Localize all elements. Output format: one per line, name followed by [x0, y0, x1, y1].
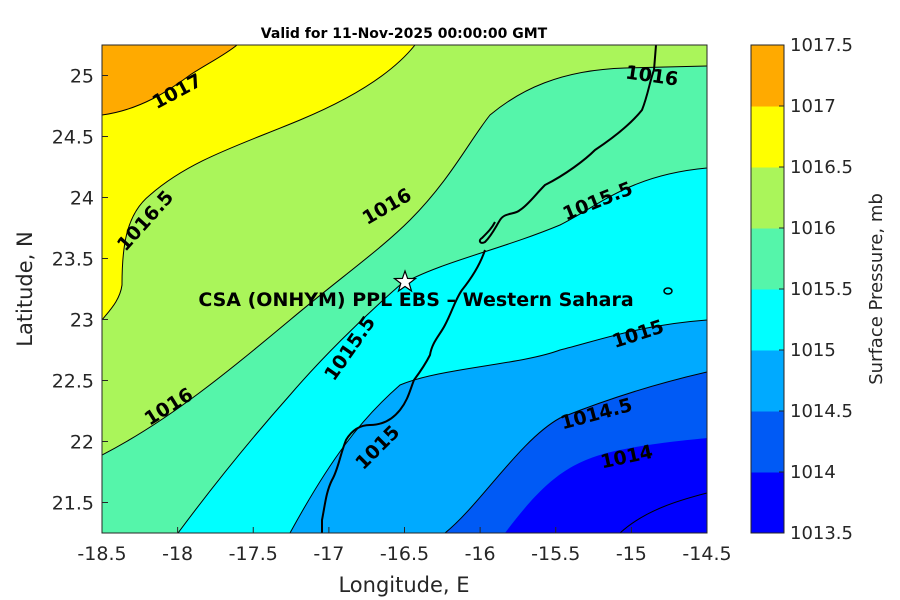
colorbar-swatch: [751, 106, 784, 168]
y-axis-label: Latitude, N: [13, 231, 37, 347]
x-tick-label: -16: [465, 543, 496, 565]
y-tick-label: 21.5: [52, 493, 94, 515]
x-tick-label: -17.5: [229, 543, 278, 565]
site-label: CSA (ONHYM) PPL EBS – Western Sahara: [198, 289, 633, 311]
colorbar-swatch: [751, 350, 784, 412]
y-tick-label: 24: [70, 188, 94, 210]
x-tick-label: -17: [313, 543, 344, 565]
colorbar-swatch: [751, 228, 784, 290]
y-tick-label: 22.5: [52, 371, 94, 393]
colorbar-tick-label: 1017: [790, 96, 836, 117]
y-tick-label: 23: [70, 310, 94, 332]
colorbar-tick-label: 1015: [790, 340, 836, 361]
x-axis-label: Longitude, E: [338, 573, 469, 597]
colorbar-tick-label: 1014.5: [790, 401, 853, 422]
coastline: [321, 45, 657, 533]
colorbar-tick-label: 1014: [790, 462, 836, 483]
band-1016-5: [102, 45, 415, 320]
y-tick-label: 24.5: [52, 127, 94, 149]
colorbar: 1013.5 1014 1014.5 1015 1015.5 1016 1016.5 1017…: [750, 35, 853, 544]
plot-area: [102, 45, 707, 533]
x-axis: -18.5 -18 -17.5 -17 -16.5 -16 -15.5 -15 -14.5: [77, 527, 732, 565]
x-tick-label: -15: [616, 543, 647, 565]
band-1017: [102, 45, 237, 115]
y-axis: 21.5 22 22.5 23 23.5 24 24.5 25: [52, 66, 108, 515]
colorbar-label: Surface Pressure, mb: [866, 193, 887, 385]
x-tick-label: -18: [162, 543, 193, 565]
y-tick-label: 22: [70, 432, 94, 454]
colorbar-swatch: [751, 411, 784, 473]
y-tick-label: 23.5: [52, 249, 94, 271]
x-tick-label: -16.5: [380, 543, 429, 565]
colorbar-swatch: [751, 472, 784, 534]
colorbar-tick-label: 1013.5: [790, 523, 853, 544]
site-star-icon: [392, 269, 418, 293]
colorbar-tick-label: 1016: [790, 218, 836, 239]
x-tick-label: -18.5: [77, 543, 126, 565]
colorbar-swatch: [751, 167, 784, 229]
colorbar-swatch: [751, 45, 784, 107]
colorbar-tick-label: 1015.5: [790, 279, 853, 300]
colorbar-swatch: [751, 289, 784, 351]
y-tick-label: 25: [70, 66, 94, 88]
colorbar-tick-label: 1017.5: [790, 35, 853, 56]
x-tick-label: -15.5: [531, 543, 580, 565]
colorbar-tick-label: 1016.5: [790, 157, 853, 178]
x-tick-label: -14.5: [682, 543, 731, 565]
chart-title: Valid for 11-Nov-2025 00:00:00 GMT: [261, 26, 548, 42]
